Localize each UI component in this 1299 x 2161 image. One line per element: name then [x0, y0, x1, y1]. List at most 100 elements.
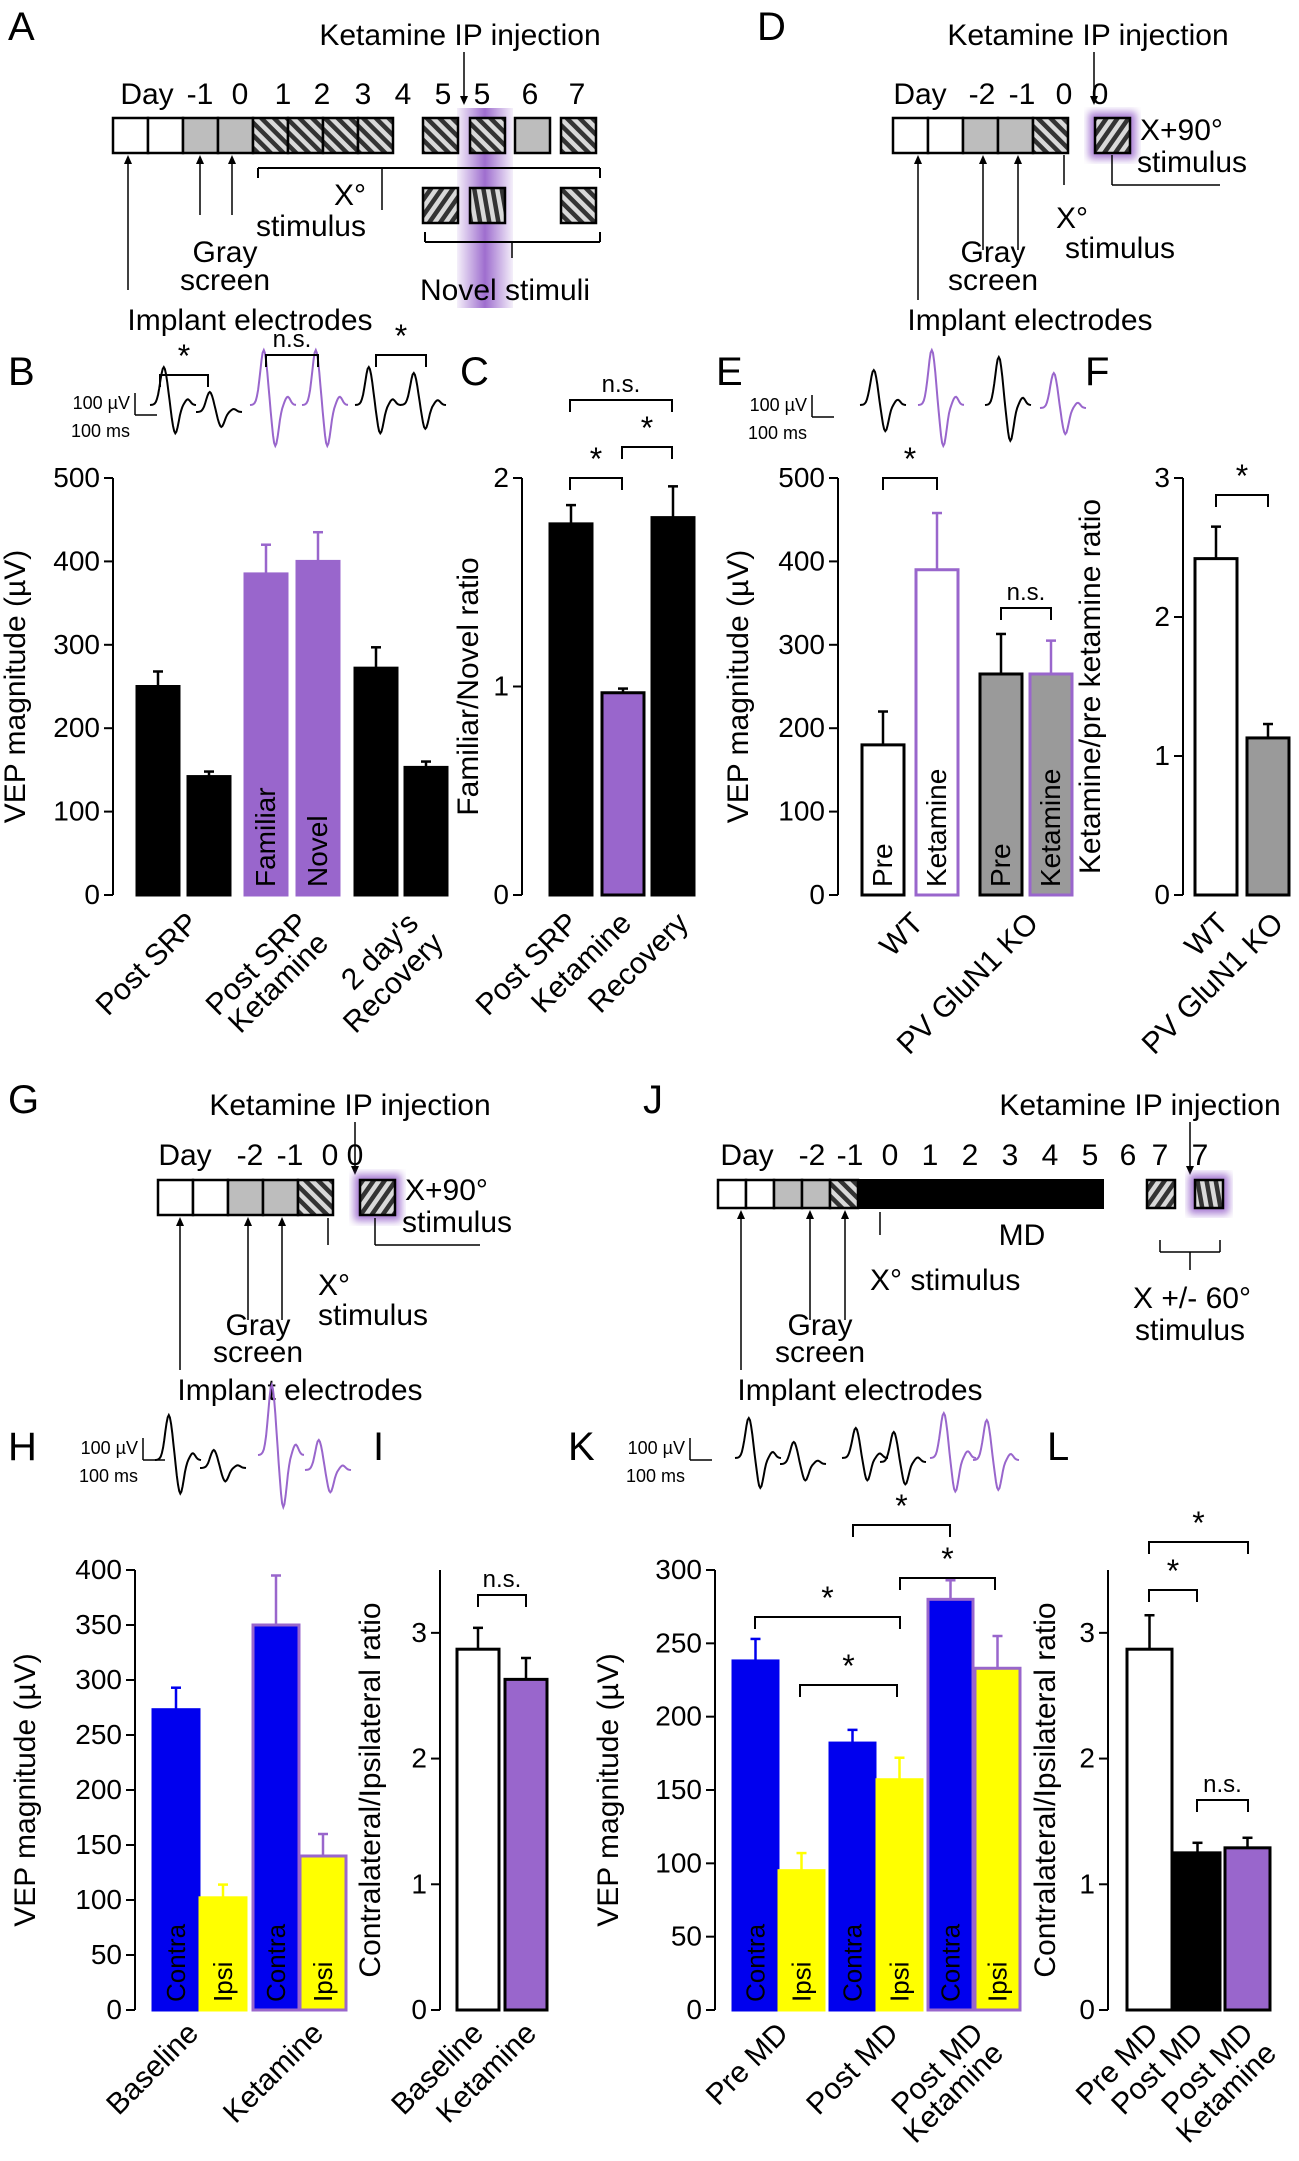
timeline-box	[261, 1178, 300, 1217]
y-tick-label: 200	[655, 1701, 702, 1732]
y-tick-label: 0	[686, 1994, 702, 2025]
y-tick-label: 3	[1079, 1617, 1095, 1648]
category-label: Baseline	[100, 2017, 205, 2122]
timeline-box	[1093, 116, 1132, 155]
timeline-box	[286, 116, 325, 155]
sig-label: *	[1167, 1553, 1179, 1589]
timeline-box	[996, 116, 1035, 155]
bar	[295, 559, 341, 897]
chart-E: 0 100 200 300 400 500 VEP magnitude (µV) Pre Ket…	[722, 441, 1074, 910]
y-tick-label: 0	[1154, 879, 1170, 910]
gray-label: Gray	[960, 236, 1025, 269]
timeline-box	[181, 116, 220, 155]
y-tick-label: 200	[53, 712, 100, 743]
bar-label: Novel	[410, 815, 441, 887]
gray-label: Gray	[192, 236, 257, 269]
x90-label: X+90°	[1140, 114, 1223, 147]
bar	[548, 522, 594, 897]
bar-label: Familiar	[250, 787, 281, 887]
bar-label: Pre	[867, 843, 898, 887]
bar-label: Pre	[985, 843, 1016, 887]
bar	[298, 1854, 348, 2012]
day-label: Day	[158, 1139, 211, 1172]
vep-trace	[354, 365, 402, 436]
day-number: 5	[1082, 1139, 1099, 1172]
x-stim-label: stimulus	[1065, 232, 1175, 265]
chart-H: 0 50 100 150 200 250 300 350 400 VEP magnitude (µ…	[9, 1554, 348, 2025]
panel-letter-I: I	[373, 1425, 384, 1469]
bar-label: Ipsi	[983, 1962, 1013, 2002]
gray-arrow-head	[1014, 155, 1022, 164]
sig-label: *	[590, 441, 602, 477]
sig-bracket	[1196, 1799, 1249, 1812]
sig-bracket	[754, 1616, 901, 1629]
panel-letter-C: C	[460, 350, 489, 394]
bar-label: Ipsi	[308, 1962, 338, 2002]
day-number: 0	[322, 1139, 339, 1172]
vep-trace	[879, 1430, 927, 1486]
injection-label: Ketamine IP injection	[999, 1089, 1280, 1122]
bar	[926, 1597, 975, 2012]
y-tick-label: 400	[75, 1554, 122, 1585]
bar-label: Familiar	[360, 787, 391, 887]
day-number: -1	[1009, 78, 1036, 111]
timeline-box	[216, 116, 255, 155]
x-stim-label: X°	[1056, 202, 1088, 235]
timeline-box	[800, 1178, 832, 1210]
vep-trace	[196, 390, 243, 429]
y-tick-label: 400	[53, 545, 100, 576]
day-number: 7	[569, 78, 586, 111]
y-tick-label: 150	[655, 1774, 702, 1805]
vep-trace	[859, 368, 907, 433]
sig-bracket	[799, 1684, 898, 1697]
bar	[978, 672, 1024, 897]
panel-letter-K: K	[568, 1425, 595, 1469]
day-number: 0	[882, 1139, 899, 1172]
y-tick-label: 2	[411, 1743, 427, 1774]
timeline-box	[559, 116, 598, 155]
day-number: 0	[1056, 78, 1073, 111]
sig-bracket	[569, 477, 623, 490]
day-number: 1	[922, 1139, 939, 1172]
bar	[353, 666, 399, 897]
bar	[600, 691, 646, 897]
injection-arrow-head	[460, 96, 468, 105]
y-axis-label: Contralateral/Ipsilateral ratio	[1029, 1602, 1062, 1977]
sig-label: *	[1192, 1505, 1204, 1541]
bar-label: Novel	[193, 815, 224, 887]
y-tick-label: 0	[84, 879, 100, 910]
x60-label: stimulus	[1135, 1314, 1245, 1347]
gray-arrow-head	[278, 1217, 286, 1226]
bar	[777, 1869, 826, 2012]
category-label: Pre MD	[700, 2017, 795, 2112]
panel-letter-B: B	[8, 350, 35, 394]
panel-letter-G: G	[8, 1078, 39, 1122]
category-label: WT	[874, 907, 930, 963]
timeline-box	[321, 116, 360, 155]
x-stim-label: X°	[318, 1269, 350, 1302]
bar	[731, 1659, 780, 2012]
md-block	[857, 1179, 1104, 1209]
gray-label: screen	[948, 264, 1038, 297]
gray-label: Gray	[787, 1309, 852, 1342]
bar	[1173, 1851, 1222, 2012]
y-tick-label: 500	[53, 462, 100, 493]
bar-label: Contra	[741, 1923, 771, 2002]
implant-arrow-head	[176, 1217, 184, 1226]
y-axis-label: VEP magnitude (µV)	[0, 550, 32, 824]
y-tick-label: 300	[75, 1664, 122, 1695]
sig-label: n.s.	[1203, 1771, 1242, 1798]
bar-label: Contra	[936, 1923, 966, 2002]
bar	[1125, 1647, 1174, 2012]
bar-label: Novel	[302, 815, 333, 887]
panel-letter-J: J	[643, 1078, 663, 1122]
scale-uv-label: 100 µV	[750, 395, 807, 415]
day-number: -2	[799, 1139, 826, 1172]
day-number: 0	[232, 78, 249, 111]
vep-trace	[200, 1448, 247, 1483]
sig-label: *	[904, 441, 916, 477]
bar-label: Contra	[161, 1923, 191, 2002]
y-tick-label: 2	[1154, 601, 1170, 632]
y-tick-label: 250	[655, 1627, 702, 1658]
